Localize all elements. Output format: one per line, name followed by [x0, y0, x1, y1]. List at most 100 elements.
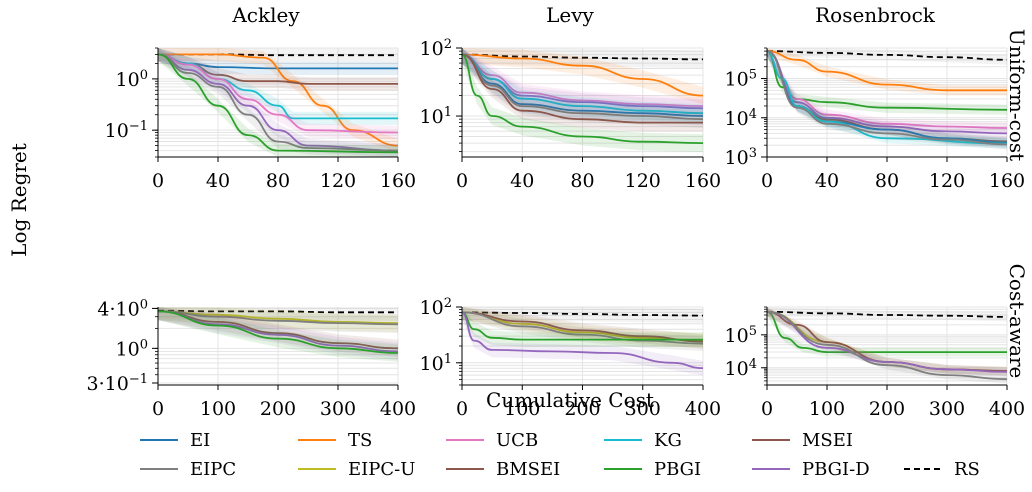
series-line-rs	[766, 310, 1008, 318]
band-ts	[462, 48, 703, 105]
x-tick-label: 300	[625, 398, 661, 420]
x-tick-label: 40	[206, 170, 230, 192]
x-tick-label: 400	[380, 398, 416, 420]
series-line-rs	[157, 309, 398, 314]
legend-label: EIPC-U	[348, 459, 415, 480]
x-tick-label: 160	[989, 170, 1025, 192]
series-line-pbgi	[157, 53, 399, 154]
legend-item-msei: MSEI	[752, 430, 853, 451]
x-tick-label: 200	[869, 398, 905, 420]
panel-uniform-cost-levy: 0 40 80 120 160 102 101	[420, 37, 722, 193]
band-pbgi-d	[767, 48, 1007, 139]
series-line-ucb	[461, 53, 704, 107]
x-tick-label: 0	[761, 398, 773, 420]
legend-label: EI	[190, 430, 210, 451]
legend-item-eipc-u: EIPC-U	[298, 459, 415, 480]
y-tick-label: 101	[420, 105, 452, 129]
series-line-pbgi	[461, 311, 703, 341]
x-tick-label: 120	[320, 170, 356, 192]
column-title-levy: Levy	[546, 3, 594, 27]
legend-item-ucb: UCB	[446, 430, 538, 451]
band-pbgi	[462, 307, 703, 347]
y-tick-label: 104	[725, 356, 757, 380]
x-tick-label: 100	[809, 398, 845, 420]
band-pbgi	[767, 48, 1007, 115]
series-line-bmsei	[157, 310, 399, 350]
legend-label: EIPC	[190, 459, 236, 480]
legend-item-pbgi-d: PBGI-D	[752, 459, 870, 480]
legend-item-ei: EI	[140, 430, 210, 451]
y-tick-label: 101	[420, 351, 452, 375]
series-line-pbgi-d	[461, 311, 704, 370]
x-tick-label: 160	[380, 170, 416, 192]
legend-label: MSEI	[802, 430, 853, 451]
y-tick-label: 10−1	[105, 119, 148, 143]
x-tick-label: 0	[152, 398, 164, 420]
series-line-rs	[766, 50, 1008, 61]
series-line-pbgi	[157, 310, 399, 354]
series-line-bmsei	[461, 311, 704, 343]
y-tick-label: 102	[420, 296, 452, 320]
x-tick-label: 40	[510, 170, 534, 192]
series-line-pbgi	[766, 310, 1007, 353]
legend-label: KG	[654, 430, 682, 451]
band-pbgi-d	[158, 48, 398, 157]
series-line-pbgi-d	[766, 310, 1008, 373]
legend-label: BMSEI	[496, 459, 560, 480]
series-line-msei	[461, 53, 703, 124]
x-tick-label: 100	[504, 398, 540, 420]
series-line-kg	[461, 53, 704, 115]
x-tick-label: 0	[456, 398, 468, 420]
series-line-ts	[461, 53, 704, 97]
x-tick-label: 400	[685, 398, 721, 420]
band-rs	[462, 307, 703, 323]
x-tick-label: 160	[685, 170, 721, 192]
y-tick-label: 103	[725, 146, 757, 170]
y-tick-label: 105	[725, 67, 757, 91]
series-line-eipc	[157, 310, 399, 326]
legend-label: PBGI	[654, 459, 701, 480]
row-title-uniform-cost: Uniform-cost	[1005, 29, 1029, 161]
legend-item-kg: KG	[604, 430, 682, 451]
panel-cost-aware-rosenbrock: 0 100 200 300 400 105 104	[725, 306, 1025, 420]
x-axis-label: Cumulative Cost	[486, 388, 654, 412]
y-tick-label: 4·100	[97, 297, 148, 321]
series-line-kg	[157, 53, 398, 120]
band-eipc	[462, 48, 703, 128]
series-line-rs	[461, 311, 704, 317]
legend-label: UCB	[496, 430, 538, 451]
y-tick-label: 104	[725, 106, 757, 130]
band-eipc	[767, 307, 1007, 384]
band-eipc	[158, 48, 398, 157]
legend-item-bmsei: BMSEI	[446, 459, 560, 480]
series-line-pbgi-d	[157, 53, 399, 152]
legend: EI TS UCB KG MSEI EIPC EIPC-U BMSEI PBGI PBGI-D RS	[140, 430, 980, 480]
series-line-eipc	[766, 310, 1008, 381]
y-tick-label: 102	[420, 37, 452, 61]
y-tick-label: 100	[116, 67, 148, 91]
x-tick-label: 40	[815, 170, 839, 192]
series-line-eipc	[461, 53, 704, 121]
series-line-eipc	[461, 311, 704, 345]
band-bmsei	[462, 307, 703, 349]
band-ucb	[158, 48, 398, 140]
legend-label: TS	[348, 430, 372, 451]
x-tick-label: 0	[761, 170, 773, 192]
column-title-rosenbrock: Rosenbrock	[815, 3, 936, 27]
band-pbgi	[158, 48, 398, 157]
series-line-pbgi-d	[766, 50, 1008, 135]
series-line-eipc	[766, 50, 1008, 146]
band-ucb	[767, 48, 1007, 134]
legend-label: RS	[954, 459, 980, 480]
series-line-ts	[157, 53, 399, 147]
series-line-rs	[461, 53, 704, 61]
x-tick-label: 80	[875, 170, 899, 192]
band-pbgi-d	[462, 48, 703, 118]
series-line-ts	[766, 50, 1007, 92]
legend-item-pbgi: PBGI	[604, 459, 701, 480]
x-tick-label: 0	[456, 170, 468, 192]
y-tick-label: 105	[725, 323, 757, 347]
x-tick-label: 0	[152, 170, 164, 192]
band-kg	[158, 48, 398, 125]
